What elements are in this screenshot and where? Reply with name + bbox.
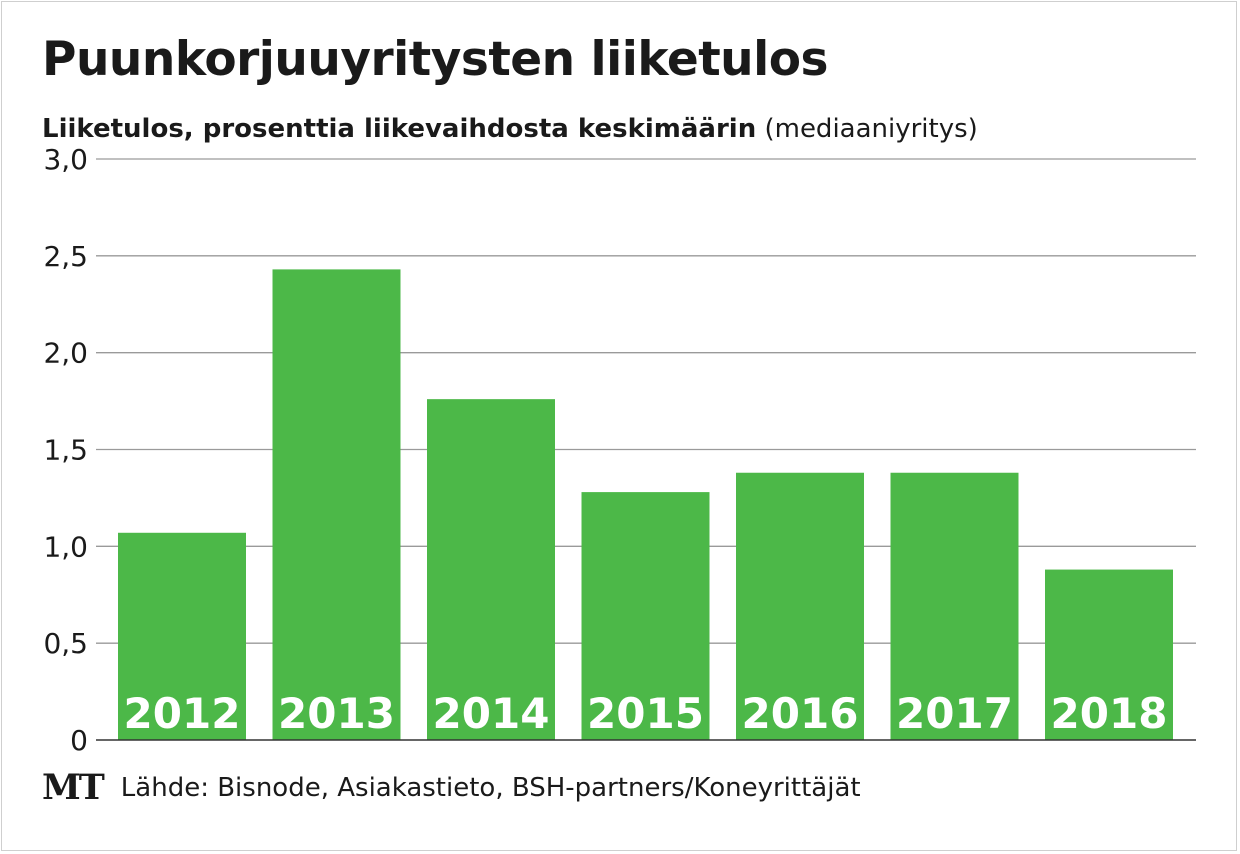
chart-title: Puunkorjuuyritysten liiketulos [42, 32, 829, 87]
bar-2012 [118, 532, 246, 740]
bar-2014 [427, 399, 555, 740]
subtitle-main: Liiketulos, prosenttia liikevaihdosta ke… [42, 114, 757, 144]
y-tick-label: 3,0 [43, 143, 88, 176]
y-tick-label: 2,5 [43, 240, 88, 273]
category-label: 2017 [896, 689, 1013, 738]
bars [118, 269, 1173, 740]
source-note: Lähde: Bisnode, Asiakastieto, BSH-partne… [120, 772, 861, 803]
bar-category-labels: 2012 2013 2014 2015 2016 2017 2018 [124, 689, 1168, 738]
footer: MT Lähde: Bisnode, Asiakastieto, BSH-par… [42, 770, 861, 805]
y-tick-label: 1,5 [43, 434, 88, 467]
y-tick-label: 0 [70, 724, 88, 757]
bar-2017 [890, 472, 1019, 740]
category-label: 2015 [587, 689, 704, 738]
bar-2015 [581, 492, 710, 740]
category-label: 2013 [278, 689, 395, 738]
category-label: 2018 [1051, 689, 1168, 738]
y-axis-ticks: 0 0,5 1,0 1,5 2,0 2,5 3,0 [43, 143, 88, 757]
chart-subtitle: Liiketulos, prosenttia liikevaihdosta ke… [42, 116, 978, 142]
bar-2018 [1045, 569, 1173, 740]
category-label: 2012 [124, 689, 241, 738]
mt-logo: MT [42, 767, 105, 808]
category-label: 2014 [433, 689, 550, 738]
y-tick-label: 1,0 [43, 530, 88, 563]
subtitle-note: (mediaaniyritys) [764, 114, 978, 144]
bar-2016 [736, 472, 864, 740]
bar-2013 [272, 269, 401, 740]
category-label: 2016 [742, 689, 859, 738]
y-tick-label: 0,5 [43, 627, 88, 660]
y-tick-label: 2,0 [43, 337, 88, 370]
